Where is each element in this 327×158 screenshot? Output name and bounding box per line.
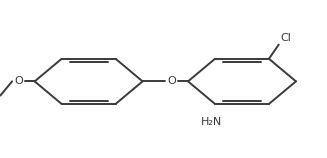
Text: O: O [14, 76, 23, 86]
Text: Cl: Cl [281, 33, 291, 43]
Text: H₂N: H₂N [201, 117, 222, 127]
Text: O: O [167, 76, 176, 86]
